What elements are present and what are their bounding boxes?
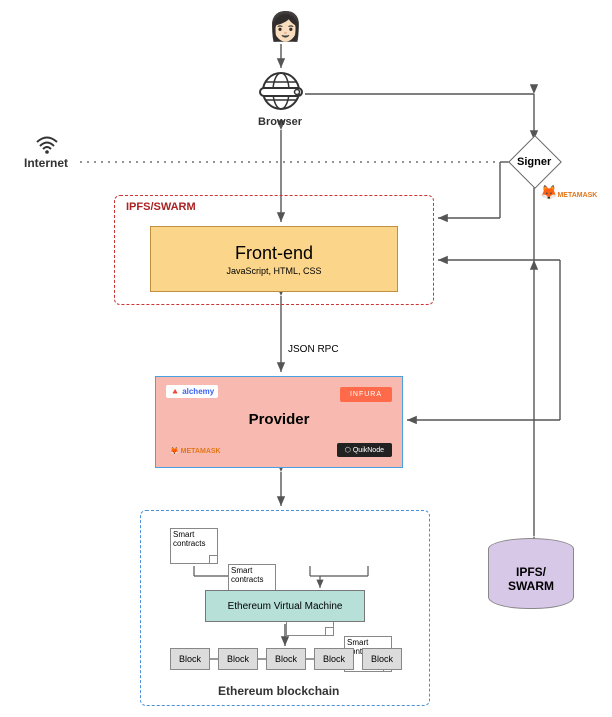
- signer-label: Signer: [517, 156, 551, 168]
- ipfs-cylinder: IPFS/ SWARM: [488, 538, 574, 609]
- user-icon: 👩🏻: [268, 10, 303, 43]
- evm-box: Ethereum Virtual Machine: [205, 590, 365, 622]
- json-rpc-label: JSON RPC: [288, 344, 339, 355]
- block-2: Block: [218, 648, 258, 670]
- browser-label: Browser: [258, 116, 302, 128]
- block-4: Block: [314, 648, 354, 670]
- metamask-icon: 🦊METAMASK: [540, 184, 597, 201]
- ipfs-swarm-label: IPFS/SWARM: [126, 201, 196, 213]
- alchemy-logo: 🔺 alchemy: [166, 385, 218, 398]
- frontend-subtitle: JavaScript, HTML, CSS: [226, 266, 321, 276]
- infura-logo: INFURA: [340, 387, 392, 402]
- metamask-provider-logo: 🦊 METAMASK: [166, 445, 225, 457]
- internet-label: Internet: [24, 156, 68, 170]
- ethereum-label: Ethereum blockchain: [218, 684, 339, 698]
- provider-box: Provider 🔺 alchemy INFURA 🦊 METAMASK ⬡ Q…: [155, 376, 403, 468]
- block-3: Block: [266, 648, 306, 670]
- quiknode-logo: ⬡ QuikNode: [337, 443, 392, 457]
- frontend-box: Front-end JavaScript, HTML, CSS: [150, 226, 398, 292]
- block-5: Block: [362, 648, 402, 670]
- smart-contract-1: Smart contracts: [170, 528, 218, 564]
- globe-icon: [258, 68, 304, 119]
- block-1: Block: [170, 648, 210, 670]
- frontend-title: Front-end: [235, 243, 313, 264]
- provider-title: Provider: [156, 411, 402, 428]
